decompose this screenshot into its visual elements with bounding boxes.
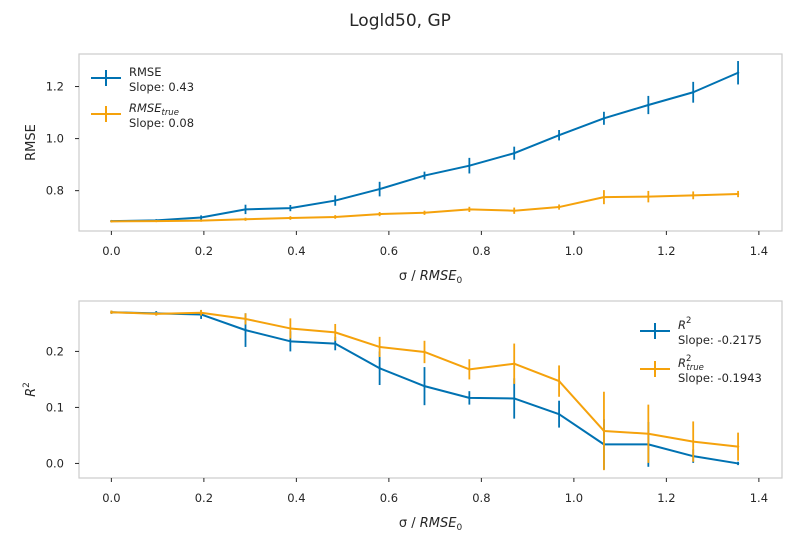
data-point (423, 174, 426, 177)
data-point (692, 194, 695, 197)
data-point (602, 195, 606, 199)
data-point (423, 350, 426, 354)
data-point (378, 367, 381, 370)
data-point (736, 192, 740, 196)
chart-panel-1: 0.0 0.2 0.4 0.6 0.8 1.0 1.2 1.4 0.8 1.0 1.2 σ / RMS… (24, 53, 783, 286)
data-point (289, 216, 292, 220)
y-tick-label: 1.2 (46, 80, 64, 94)
data-point (155, 219, 158, 223)
x-tick-label: 1.4 (750, 244, 768, 258)
data-point (423, 384, 426, 388)
data-point (244, 328, 247, 332)
x-axis-label: σ / RMSE0 (399, 516, 463, 533)
y-tick-label: 0.1 (46, 400, 64, 414)
data-point (602, 117, 606, 120)
data-point (647, 432, 650, 435)
data-point (513, 151, 516, 155)
data-point (289, 340, 292, 343)
x-tick-label: 0.0 (102, 244, 120, 258)
chart-panel-2: 0.0 0.2 0.4 0.6 0.8 1.0 1.2 1.4 0.0 0.1 0.2 σ / RMS… (22, 300, 783, 533)
x-tick-label: 1.0 (565, 491, 583, 505)
data-point (557, 134, 561, 137)
x-tick-label: 1.2 (657, 244, 675, 258)
data-point (557, 205, 561, 209)
legend-slope-label: Slope: 0.43 (129, 80, 194, 94)
y-tick-label: 0.8 (46, 184, 64, 198)
series-line-1 (111, 71, 739, 223)
legend-slope-label: Slope: -0.2175 (678, 333, 762, 347)
data-point (244, 317, 247, 321)
data-point (736, 71, 740, 74)
data-point (557, 412, 561, 416)
legend-slope-label: Slope: -0.1943 (678, 371, 762, 385)
legend-series-name: RMSE (129, 65, 161, 79)
data-point (513, 362, 516, 365)
x-tick-label: 1.2 (657, 491, 675, 505)
data-point (199, 311, 203, 314)
data-point (468, 396, 471, 400)
x-tick-label: 0.2 (195, 491, 213, 505)
data-point (199, 219, 203, 222)
data-point (155, 312, 158, 316)
data-point (199, 216, 203, 219)
data-point (289, 206, 292, 210)
x-tick-label: 0.4 (287, 244, 305, 258)
x-tick-label: 0.0 (102, 491, 120, 505)
data-point (468, 208, 471, 211)
data-point (244, 208, 247, 211)
x-axis-label: σ / RMSE0 (399, 269, 463, 286)
y-axis-label: R2 (22, 382, 39, 397)
data-point (334, 215, 337, 219)
data-point (557, 379, 561, 383)
data-point (244, 218, 247, 221)
x-tick-label: 1.4 (750, 491, 768, 505)
data-point (692, 440, 695, 443)
x-tick-label: 0.4 (287, 491, 305, 505)
data-point (334, 331, 337, 334)
data-point (692, 91, 695, 94)
data-point (334, 342, 337, 345)
data-point (378, 345, 381, 349)
legend-slope-label: Slope: 0.08 (129, 116, 194, 130)
data-point (647, 195, 650, 198)
y-axis-label: RMSE (24, 124, 39, 161)
data-point (602, 429, 606, 433)
data-point (110, 220, 113, 223)
data-point (513, 397, 516, 400)
data-point (289, 327, 292, 330)
x-tick-label: 1.0 (565, 244, 583, 258)
data-point (468, 368, 471, 371)
data-point (334, 199, 337, 202)
legend-series-name: R2 true (678, 354, 704, 373)
y-tick-label: 0.0 (46, 456, 64, 470)
x-tick-label: 0.8 (472, 491, 490, 505)
y-tick-label: 0.2 (46, 344, 64, 358)
data-point (513, 209, 516, 212)
x-tick-label: 0.6 (380, 491, 398, 505)
data-point (378, 187, 381, 191)
data-point (736, 462, 740, 465)
figure-suptitle: Logld50, GP (349, 11, 451, 31)
data-point (423, 211, 426, 214)
data-point (736, 445, 740, 448)
legend-series-name: R2 (678, 316, 691, 332)
data-point (647, 103, 650, 107)
x-tick-label: 0.6 (380, 244, 398, 258)
legend-series-name: RMSEtrue (129, 101, 179, 118)
x-tick-label: 0.2 (195, 244, 213, 258)
plot-frame (78, 53, 783, 232)
data-point (378, 212, 381, 216)
x-tick-label: 0.8 (472, 244, 490, 258)
data-point (468, 164, 471, 167)
y-tick-label: 1.0 (46, 132, 64, 146)
plot-frame (78, 300, 783, 479)
data-point (110, 311, 113, 314)
